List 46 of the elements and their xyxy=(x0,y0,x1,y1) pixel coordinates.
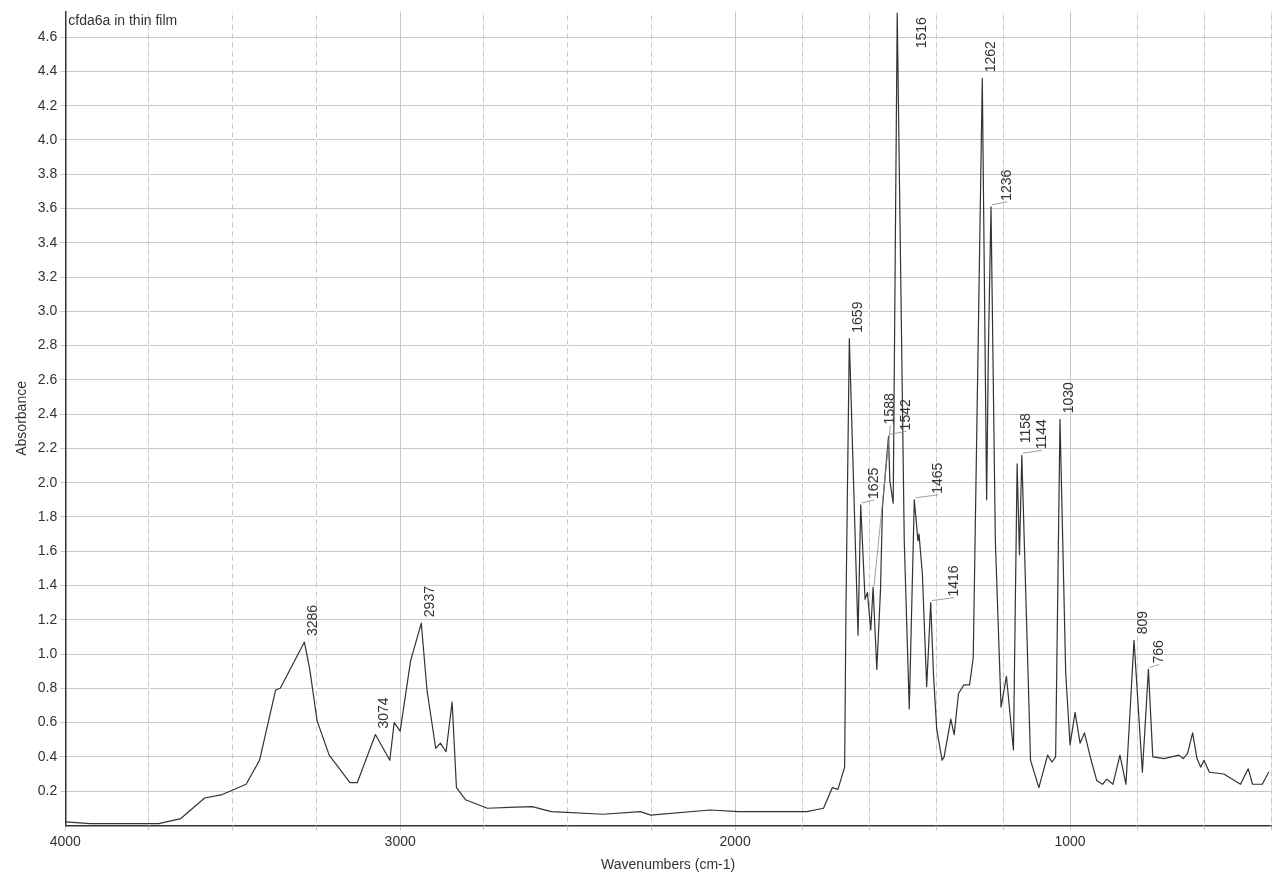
y-tick-label: 3.6 xyxy=(37,199,58,216)
y-tick-label: 3.0 xyxy=(37,302,58,319)
annotation: 766 xyxy=(1149,639,1166,664)
x-tick-label: 2000 xyxy=(719,832,751,849)
y-tick-label: 3.4 xyxy=(37,233,58,250)
y-tick-label: 2.6 xyxy=(37,370,58,387)
annotation: 809 xyxy=(1133,610,1150,635)
y-tick-label: 0.2 xyxy=(37,781,58,798)
x-tick-label: 1000 xyxy=(1054,832,1086,849)
y-tick-label: 2.8 xyxy=(37,336,58,353)
x-axis-title: Wavenumbers (cm-1) xyxy=(601,856,736,873)
annotation: 1236 xyxy=(998,169,1015,201)
y-tick-label: 4.4 xyxy=(37,62,58,79)
annotation: 1158 xyxy=(1016,412,1033,444)
annotation: 3074 xyxy=(375,697,392,729)
y-tick-label: 0.4 xyxy=(37,747,58,764)
x-tick-label: 4000 xyxy=(49,832,82,849)
y-tick-label: 0.8 xyxy=(37,679,58,696)
annotation: 2937 xyxy=(421,585,438,618)
y-tick-label: 3.2 xyxy=(37,267,58,284)
y-tick-label: 1.0 xyxy=(37,644,58,661)
y-tick-label: 2.0 xyxy=(37,473,58,490)
y-axis-title: Absorbance xyxy=(13,380,30,456)
annotation: 1416 xyxy=(945,565,962,597)
chart-title: cfda6a in thin film xyxy=(68,12,178,29)
y-tick-label: 1.6 xyxy=(37,542,58,559)
annotation: 1516 xyxy=(913,16,930,49)
annotation: 3286 xyxy=(304,604,321,637)
annotation: 1588 xyxy=(881,393,898,425)
x-tick-label: 3000 xyxy=(384,832,416,849)
y-tick-label: 3.8 xyxy=(37,165,58,182)
y-tick-label: 1.2 xyxy=(37,610,58,627)
y-tick-label: 2.2 xyxy=(37,439,58,456)
y-tick-label: 2.4 xyxy=(37,404,58,421)
y-tick-label: 4.6 xyxy=(37,27,58,44)
y-tick-label: 1.8 xyxy=(37,507,58,524)
annotation: 1659 xyxy=(849,301,866,333)
y-tick-label: 4.2 xyxy=(37,96,58,113)
annotation: 1625 xyxy=(865,467,882,499)
annotation: 1144 xyxy=(1032,418,1049,450)
annotation: 1030 xyxy=(1059,381,1076,414)
annotation: 1262 xyxy=(982,40,999,73)
y-tick-label: 4.0 xyxy=(37,130,58,147)
annotation: 1465 xyxy=(929,462,946,494)
y-tick-label: 1.4 xyxy=(37,576,58,593)
y-tick-label: 0.6 xyxy=(37,713,58,730)
